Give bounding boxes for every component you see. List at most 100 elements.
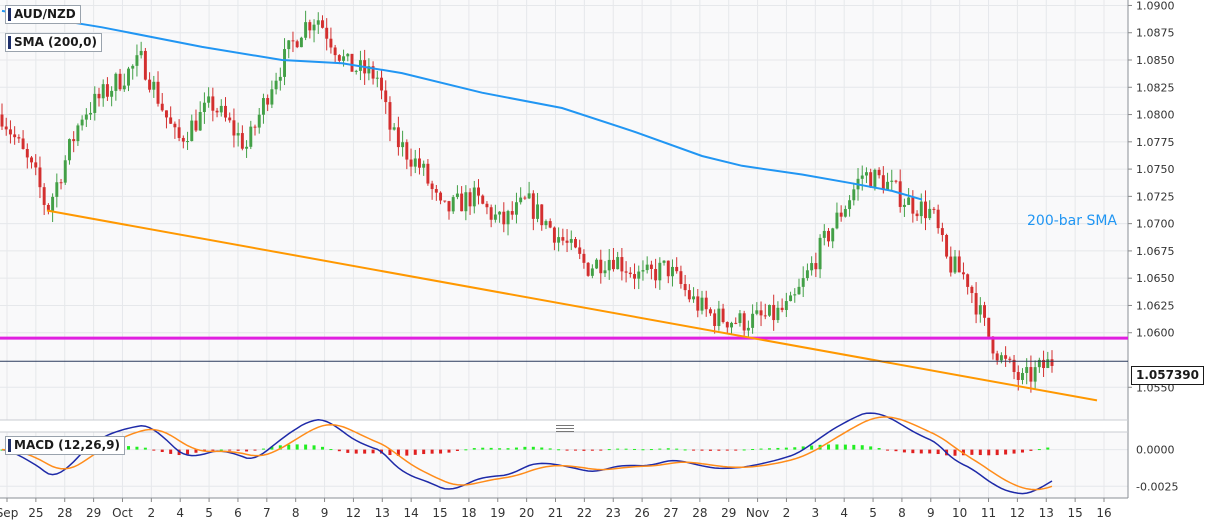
macd-histogram-bar	[489, 447, 493, 450]
candle-body	[1037, 359, 1041, 368]
candle-body	[257, 114, 261, 128]
candle-body	[746, 327, 750, 331]
macd-histogram-bar	[902, 449, 906, 453]
macd-histogram-bar	[590, 449, 594, 451]
candle-body	[413, 158, 417, 167]
candle-body	[72, 139, 76, 142]
y-tick-label: 1.0600	[1136, 327, 1175, 340]
candle-body	[894, 180, 898, 182]
candle-body	[936, 209, 940, 229]
candle-body	[540, 204, 544, 226]
x-tick-label: 6	[234, 506, 242, 520]
candle-body	[493, 214, 497, 220]
candle-body	[321, 20, 324, 28]
candle-body	[240, 133, 244, 149]
candle-body	[616, 257, 620, 270]
candle-body	[4, 126, 8, 130]
candle-body	[708, 309, 712, 314]
x-tick-label: 13	[1039, 506, 1054, 520]
macd-histogram-bar	[793, 447, 797, 450]
macd-histogram-bar	[287, 444, 291, 450]
x-tick-label: 21	[548, 506, 563, 520]
macd-histogram-bar	[734, 449, 738, 451]
candle-body	[738, 313, 742, 323]
candle-body	[422, 163, 426, 168]
macd-histogram-bar	[692, 449, 696, 451]
candle-body	[1050, 359, 1054, 366]
candle-body	[245, 146, 249, 149]
macd-histogram-bar	[633, 448, 637, 450]
x-tick-label: Sep	[0, 506, 18, 520]
candle-body	[177, 127, 181, 138]
macd-histogram-bar	[346, 449, 350, 453]
candle-body	[266, 98, 270, 105]
candle-body	[287, 40, 291, 50]
macd-legend[interactable]: MACD (12,26,9)	[5, 436, 126, 455]
candle-body	[127, 68, 130, 86]
candle-body	[789, 295, 793, 302]
price-pane-background	[0, 0, 1128, 420]
macd-histogram-bar	[354, 449, 358, 454]
last-price-value: 1.057390	[1136, 368, 1200, 382]
macd-histogram-bar	[877, 447, 881, 450]
candle-body	[417, 158, 421, 168]
candle-body	[143, 50, 147, 80]
candle-body	[557, 237, 561, 243]
candle-body	[544, 221, 548, 226]
candle-body	[940, 228, 944, 235]
macd-histogram-bar	[236, 449, 240, 451]
candle-body	[84, 114, 88, 120]
candle-body	[527, 193, 531, 199]
macd-histogram-bar	[160, 449, 164, 453]
x-tick-label: 23	[606, 506, 621, 520]
candle-body	[405, 142, 409, 160]
y-tick-label: 1.0775	[1136, 136, 1175, 149]
macd-histogram-bar	[860, 445, 864, 450]
x-tick-label: 4	[840, 506, 848, 520]
candle-body	[725, 322, 729, 328]
candle-body	[628, 272, 632, 275]
candle-body	[388, 102, 392, 130]
candle-body	[978, 305, 982, 315]
candle-body	[983, 305, 987, 318]
macd-histogram-bar	[540, 447, 544, 450]
pane-splitter-handle[interactable]	[556, 425, 574, 432]
macd-histogram-bar	[261, 448, 265, 450]
macd-histogram-bar	[835, 444, 839, 450]
candle-body	[679, 271, 683, 284]
y-tick-label: 1.0875	[1136, 27, 1175, 40]
sma-legend-label: SMA (200,0)	[14, 35, 97, 49]
candle-body	[924, 201, 927, 219]
candle-body	[190, 120, 194, 142]
x-tick-label: 11	[981, 506, 996, 520]
candle-body	[485, 203, 489, 208]
macd-histogram-bar	[523, 446, 527, 450]
candle-body	[447, 201, 451, 212]
candle-body	[202, 102, 206, 113]
candle-body	[122, 85, 126, 90]
candle-body	[1033, 367, 1037, 382]
macd-histogram-bar	[978, 449, 982, 456]
macd-histogram-bar	[531, 446, 535, 450]
macd-histogram-bar	[827, 444, 831, 450]
candle-body	[375, 77, 379, 79]
y-tick-label: 1.0825	[1136, 81, 1175, 94]
candle-body	[101, 84, 105, 99]
candle-body	[671, 266, 674, 277]
candle-body	[299, 37, 303, 48]
candle-body	[316, 20, 320, 25]
candle-body	[426, 163, 430, 184]
symbol-legend[interactable]: AUD/NZD	[5, 5, 81, 24]
sma-legend[interactable]: SMA (200,0)	[5, 33, 102, 52]
macd-histogram-bar	[320, 446, 324, 450]
candle-body	[620, 257, 624, 272]
candle-body	[523, 197, 527, 199]
macd-histogram-bar	[422, 449, 426, 455]
macd-histogram-bar	[228, 449, 232, 451]
candle-body	[131, 65, 135, 69]
candle-body	[409, 159, 413, 167]
candle-body	[148, 79, 152, 90]
macd-histogram-bar	[649, 449, 653, 451]
candle-body	[30, 157, 33, 163]
macd-histogram-bar	[337, 449, 341, 452]
